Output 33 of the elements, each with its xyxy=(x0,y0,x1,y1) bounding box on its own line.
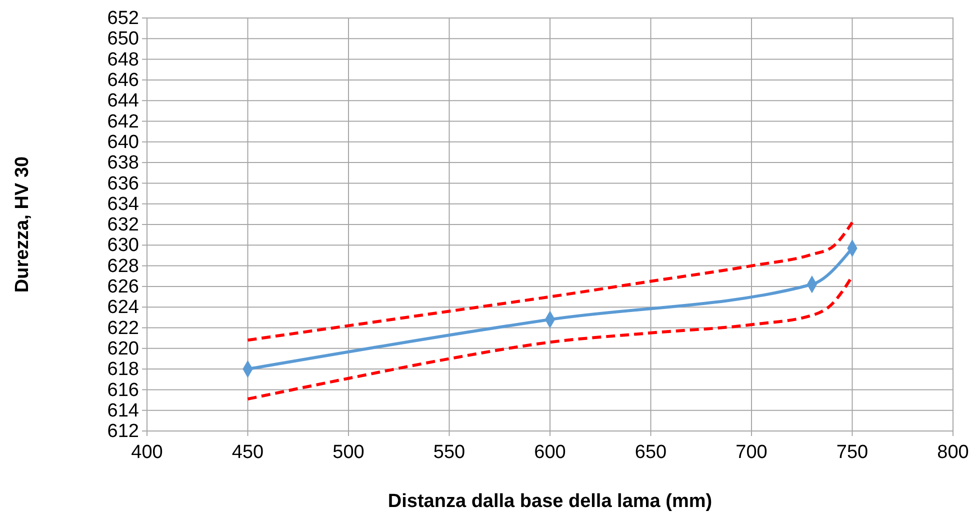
y-tick-label: 652 xyxy=(107,8,139,30)
x-tick-label: 750 xyxy=(836,442,868,463)
y-tick-label: 640 xyxy=(107,132,139,153)
x-tick-label: 450 xyxy=(232,442,264,463)
x-axis-title: Distanza dalla base della lama (mm) xyxy=(388,491,712,512)
line-series xyxy=(246,220,854,342)
y-tick-label: 650 xyxy=(107,28,139,50)
y-tick-label: 636 xyxy=(107,173,139,194)
y-tick-label: 646 xyxy=(107,70,139,92)
y-tick-label: 632 xyxy=(107,214,139,236)
y-tick-label: 642 xyxy=(107,111,139,132)
y-tick-label: 634 xyxy=(107,194,140,215)
x-tick-label: 800 xyxy=(937,442,969,463)
y-tick-label: 612 xyxy=(107,421,139,442)
x-tick-label: 550 xyxy=(433,442,466,463)
x-tick-label: 700 xyxy=(736,442,768,463)
y-tick-label: 616 xyxy=(107,380,139,401)
y-tick-label: 628 xyxy=(107,256,139,277)
y-tick-label: 614 xyxy=(107,400,140,422)
y-tick-label: 648 xyxy=(107,49,139,70)
y-tick-label: 618 xyxy=(107,359,139,380)
y-tick-label: 644 xyxy=(107,90,140,112)
y-tick-label: 624 xyxy=(107,297,140,318)
y-axis-title: Durezza, HV 30 xyxy=(12,156,33,293)
x-tick-label: 600 xyxy=(534,442,566,463)
x-tick-label: 400 xyxy=(131,442,163,463)
y-tick-label: 630 xyxy=(107,235,139,256)
x-tick-label: 500 xyxy=(332,442,364,463)
y-tick-label: 638 xyxy=(107,152,139,174)
y-tick-label: 626 xyxy=(107,276,139,298)
y-tick-label: 622 xyxy=(107,318,139,339)
y-tick-label: 620 xyxy=(107,338,139,360)
x-tick-label: 650 xyxy=(634,442,667,463)
